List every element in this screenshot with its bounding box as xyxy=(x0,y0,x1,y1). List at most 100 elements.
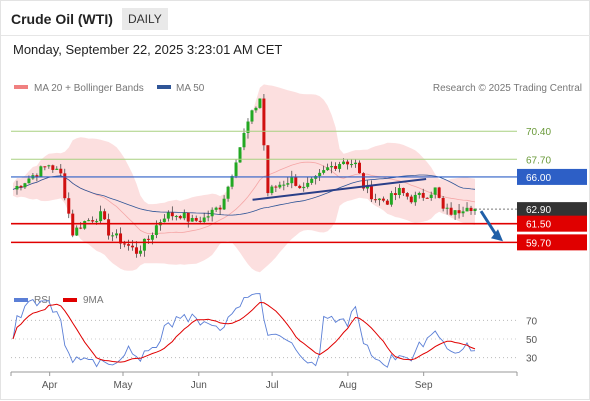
candle-body xyxy=(425,197,429,199)
candle-body xyxy=(389,193,393,205)
candle-body xyxy=(433,187,437,195)
candle-body xyxy=(27,178,31,184)
x-tick-label: May xyxy=(114,380,133,391)
candle-body xyxy=(107,219,111,236)
candle-body xyxy=(178,215,182,219)
rsi-line xyxy=(12,293,476,368)
candle-body xyxy=(43,166,47,168)
current-price-bg xyxy=(517,202,587,217)
candle-body xyxy=(119,233,123,244)
ma9-legend-label: 9MA xyxy=(83,295,104,306)
candle-body xyxy=(381,198,385,201)
candle-body xyxy=(358,162,361,174)
candle-body xyxy=(95,221,99,223)
x-tick-label: Jul xyxy=(266,380,279,391)
candle-body xyxy=(150,234,154,240)
candle-body xyxy=(214,207,218,210)
candle-body xyxy=(453,210,457,215)
candle-body xyxy=(63,173,67,199)
x-tick-label: Jun xyxy=(191,380,207,391)
candle-body xyxy=(413,194,417,203)
candle-body xyxy=(397,187,401,195)
candle-body xyxy=(465,207,469,212)
candle-body xyxy=(373,199,377,201)
candle-body xyxy=(266,145,270,194)
x-axis: Apr May Jun Jul Aug Sep xyxy=(10,371,518,391)
candle-body xyxy=(226,186,230,199)
candle-body xyxy=(258,98,262,108)
candle-body xyxy=(417,192,421,195)
candle-body xyxy=(286,183,290,185)
x-tick-label: Sep xyxy=(415,380,433,391)
candle-body xyxy=(254,107,258,111)
candle-body xyxy=(194,217,198,221)
candle-body xyxy=(103,211,107,220)
candle-body xyxy=(282,184,286,186)
candle-body xyxy=(409,196,413,203)
candle-body xyxy=(437,187,441,198)
candle-body xyxy=(111,235,115,237)
candle-body xyxy=(202,217,206,222)
candle-body xyxy=(71,213,75,236)
candle-body xyxy=(445,207,449,209)
x-tick-label: Aug xyxy=(339,380,357,391)
trendline xyxy=(252,178,427,201)
candle-body xyxy=(361,173,365,189)
candle-body xyxy=(190,217,194,222)
candle-body xyxy=(79,227,83,229)
candle-body xyxy=(393,193,397,195)
candle-body xyxy=(174,215,178,217)
candle-body xyxy=(306,182,310,187)
candle-body xyxy=(75,227,79,236)
candle-body xyxy=(55,168,59,170)
rsi-ma9-line xyxy=(12,301,476,363)
candle-body xyxy=(350,164,354,166)
candle-body xyxy=(369,186,373,200)
candle-body xyxy=(91,220,95,222)
candle-body xyxy=(39,166,43,177)
candle-body xyxy=(182,212,186,219)
candle-body xyxy=(19,185,23,188)
chart-title: Crude Oil (WTI) xyxy=(11,11,113,27)
pivot-label: 66.00 xyxy=(526,173,551,184)
resistance-label: 67.70 xyxy=(526,155,551,166)
forecast-arrow-shaft xyxy=(479,210,499,238)
bollinger-band xyxy=(13,84,475,273)
ma20-legend-swatch xyxy=(14,85,28,89)
candle-body xyxy=(218,207,222,210)
candle-body xyxy=(302,186,306,189)
candle-body xyxy=(421,192,425,198)
candle-body xyxy=(35,175,39,177)
candle-body xyxy=(115,233,119,236)
ma50-legend-swatch xyxy=(157,85,171,89)
candle-body xyxy=(59,168,63,174)
ma20-legend-label: MA 20 + Bollinger Bands xyxy=(34,83,144,94)
candle-body xyxy=(246,121,250,133)
support-label-bg xyxy=(517,234,587,251)
candle-body xyxy=(83,221,87,229)
candle-body xyxy=(67,198,71,214)
pivot-label-bg xyxy=(517,168,587,185)
candle-body xyxy=(441,197,445,209)
candle-body xyxy=(322,170,326,173)
candle-body xyxy=(290,176,294,184)
candle-body xyxy=(47,165,51,167)
rsi-tick-label: 50 xyxy=(526,335,538,346)
candle-body xyxy=(473,208,477,212)
candle-body xyxy=(134,247,138,254)
candle-body xyxy=(127,244,130,246)
x-tick-label: Apr xyxy=(42,380,58,391)
candle-body xyxy=(123,243,127,245)
candle-body xyxy=(278,184,282,188)
candle-body xyxy=(469,207,473,212)
candle-body xyxy=(234,162,238,177)
candle-body xyxy=(250,110,254,122)
candle-body xyxy=(230,176,234,187)
candle-body xyxy=(310,178,314,183)
candle-body xyxy=(142,238,146,251)
forecast-arrow-head xyxy=(491,229,503,242)
period-selector[interactable]: DAILY xyxy=(122,8,168,30)
candle-body xyxy=(377,198,381,201)
candle-body xyxy=(326,167,330,171)
candle-body xyxy=(210,209,214,217)
